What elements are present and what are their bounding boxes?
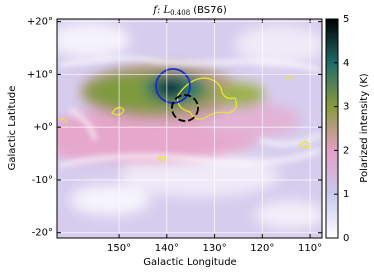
title-suffix: (BS76) bbox=[193, 5, 227, 16]
y-tick-label: -10° bbox=[32, 175, 53, 186]
axes: 150° 140° 130° 120° 110° +20° +10° +0° -10° -20° bbox=[27, 17, 322, 254]
y-axis-label: Galactic Latitude bbox=[7, 86, 18, 171]
title-main: f: L bbox=[152, 5, 170, 16]
title-subscript: 0.408 bbox=[170, 9, 190, 17]
colorbar bbox=[325, 18, 339, 239]
chart-title: f: L0.408 (BS76) bbox=[152, 5, 227, 18]
x-tick-label: 140° bbox=[155, 243, 179, 254]
y-tick-label: +20° bbox=[27, 17, 53, 28]
contours bbox=[59, 68, 311, 161]
x-axis-label: Galactic Longitude bbox=[143, 257, 236, 268]
x-tick-label: 130° bbox=[203, 243, 227, 254]
colorbar-tick-label: 0 bbox=[343, 233, 349, 244]
y-tick-label: +10° bbox=[27, 69, 53, 80]
x-tick-label: 110° bbox=[298, 243, 322, 254]
y-tick-label: +0° bbox=[33, 122, 53, 133]
colorbar-tick-label: 5 bbox=[343, 14, 349, 25]
colorbar-tick-label: 3 bbox=[343, 102, 349, 113]
colorbar-tick-label: 2 bbox=[343, 145, 349, 156]
plot-frame bbox=[56, 18, 323, 239]
map bbox=[57, 19, 322, 238]
x-tick-label: 150° bbox=[107, 243, 131, 254]
y-tick-label: -20° bbox=[32, 228, 53, 239]
colorbar-label: Polarized intensity (K) bbox=[359, 73, 370, 183]
colorbar-tick-label: 1 bbox=[343, 189, 349, 200]
colorbar-tick-label: 4 bbox=[343, 58, 349, 69]
x-tick-label: 120° bbox=[250, 243, 274, 254]
